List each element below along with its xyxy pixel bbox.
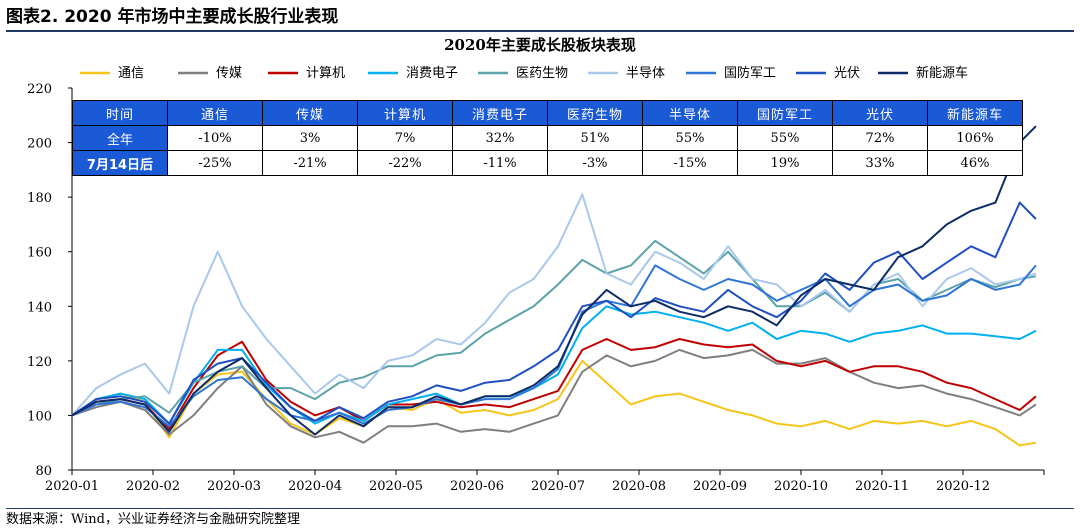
figure-title: 图表2. 2020 年市场中主要成长股行业表现 <box>6 4 1074 32</box>
table-cell: -15% <box>642 150 738 176</box>
table-cell: 51% <box>547 125 643 151</box>
legend-label: 传媒 <box>216 66 242 81</box>
legend-label: 通信 <box>118 66 144 81</box>
table-row: 全年 -10% 3% 7% 32% 51% 55% 55% 72% 106% <box>72 125 1023 151</box>
table-cell: 55% <box>642 125 738 151</box>
series-line <box>71 264 1037 428</box>
legend: 通信 传媒 计算机 消费电子 医药生物 半导体 国防军工 光伏 新能源车 <box>80 65 968 81</box>
table-cell: -10% <box>167 125 263 151</box>
y-tick-label: 200 <box>27 137 52 152</box>
y-tick-label: 180 <box>27 191 52 206</box>
series-line <box>71 338 1037 431</box>
table-cell: 33% <box>832 150 928 176</box>
x-tick-label: 2020-04 <box>288 479 342 494</box>
table-cell: -22% <box>357 150 453 176</box>
table-cell: 3% <box>262 125 358 151</box>
legend-label: 国防军工 <box>724 65 776 81</box>
x-tick-label: 2020-05 <box>369 479 423 494</box>
table-cell: -3% <box>547 150 643 176</box>
y-tick-label: 120 <box>27 355 52 370</box>
legend-label: 光伏 <box>834 66 860 81</box>
series-line <box>71 239 1037 417</box>
axes: 80 100 120 140 160 180 200 220 2020-01 2020-02 202… <box>27 82 1045 494</box>
x-tick-label: 2020-11 <box>855 479 909 494</box>
row-label: 全年 <box>72 125 168 151</box>
table-header-cell: 半导体 <box>642 100 738 126</box>
table-cell: 7% <box>357 125 453 151</box>
x-tick-label: 2020-03 <box>207 479 261 494</box>
x-tick-label: 2020-12 <box>936 479 990 494</box>
y-tick-label: 160 <box>27 246 52 261</box>
table-cell: 46% <box>927 150 1023 176</box>
legend-label: 半导体 <box>626 66 665 81</box>
y-tick-label: 140 <box>27 300 52 315</box>
y-tick-label: 80 <box>35 464 52 479</box>
table-cell: -11% <box>452 150 548 176</box>
legend-label: 计算机 <box>306 66 345 81</box>
x-tick-label: 2020-02 <box>126 479 180 494</box>
table-cell: -21% <box>262 150 358 176</box>
table-header-row: 时间 通信 传媒 计算机 消费电子 医药生物 半导体 国防军工 光伏 新能源车 <box>72 100 1023 126</box>
series-line <box>71 193 1037 417</box>
legend-label: 新能源车 <box>916 65 968 81</box>
table-header-cell: 消费电子 <box>452 100 548 126</box>
series-line <box>71 305 1037 425</box>
table-header-cell: 时间 <box>72 100 168 126</box>
series-line <box>71 201 1037 425</box>
y-tick-label: 220 <box>27 82 52 97</box>
series-line <box>71 348 1037 444</box>
table-header-cell: 计算机 <box>357 100 453 126</box>
series-lines <box>71 125 1037 447</box>
table-header-cell: 通信 <box>167 100 263 126</box>
chart-title: 2020年主要成长股板块表现 <box>444 36 636 54</box>
row-label: 7月14日后 <box>72 150 168 176</box>
x-tick-label: 2020-06 <box>450 479 504 494</box>
x-tick-label: 2020-10 <box>774 479 828 494</box>
legend-label: 消费电子 <box>406 66 458 81</box>
x-tick-label: 2020-01 <box>45 479 99 494</box>
table-cell: 72% <box>832 125 928 151</box>
table-header-cell: 传媒 <box>262 100 358 126</box>
y-tick-label: 100 <box>27 409 52 424</box>
series-line <box>71 125 1037 436</box>
table-cell: 32% <box>452 125 548 151</box>
table-header-cell: 国防军工 <box>737 100 833 126</box>
x-tick-label: 2020-09 <box>693 479 747 494</box>
table-cell: -25% <box>167 150 263 176</box>
table-cell: 19% <box>737 150 833 176</box>
table-header-cell: 医药生物 <box>547 100 643 126</box>
source-note: 数据来源：Wind，兴业证券经济与金融研究院整理 <box>6 508 1074 531</box>
x-tick-label: 2020-07 <box>531 479 585 494</box>
x-tick-label: 2020-08 <box>612 479 666 494</box>
table-header-cell: 光伏 <box>832 100 928 126</box>
performance-table: 时间 通信 传媒 计算机 消费电子 医药生物 半导体 国防军工 光伏 新能源车 … <box>72 100 1023 176</box>
table-cell: 106% <box>927 125 1023 151</box>
legend-label: 医药生物 <box>516 66 568 81</box>
table-row: 7月14日后 -25% -21% -22% -11% -3% -15% 19% … <box>72 150 1023 176</box>
table-cell: 55% <box>737 125 833 151</box>
table-header-cell: 新能源车 <box>927 100 1023 126</box>
